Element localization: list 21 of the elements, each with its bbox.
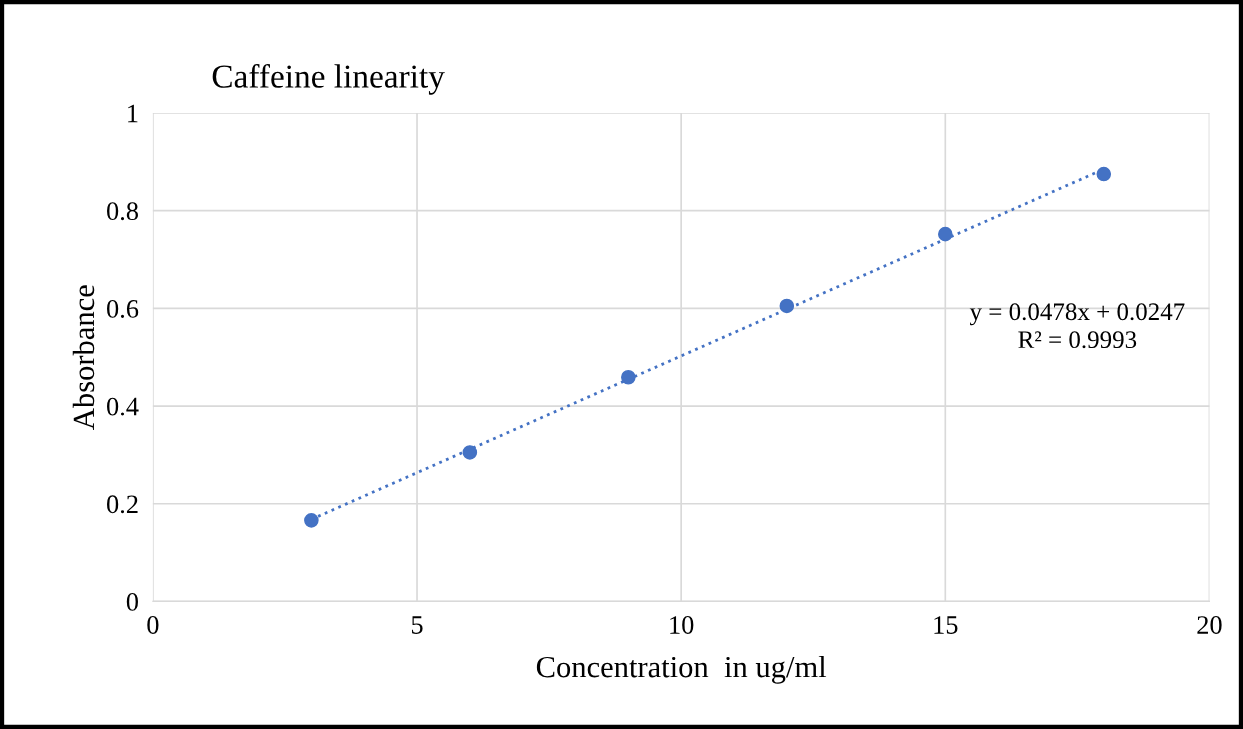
y-tick-label: 0 [126, 593, 138, 611]
x-tick-label: 15 [934, 616, 958, 634]
x-axis-title: Concentration in ug/ml [536, 655, 827, 684]
point [1096, 166, 1112, 182]
point [621, 369, 636, 385]
x-tick-label: 5 [411, 616, 423, 634]
chart-title: Caffeine linearity [212, 64, 445, 95]
annotation: y = 0.0478x + 0.0247 R² = 0.9993 [969, 303, 1185, 349]
point [779, 298, 795, 314]
point [304, 513, 319, 528]
x-tick-label: 0 [147, 616, 159, 634]
y-tick-label: 0.6 [107, 299, 139, 318]
y-tick-label: 0.8 [107, 202, 138, 221]
y-tick-label: 0.2 [107, 495, 138, 514]
x-tick-label: 10 [670, 616, 694, 634]
y-tick-label: 0.4 [107, 397, 139, 416]
point [938, 226, 953, 242]
y-tick-label: 1 [128, 104, 138, 123]
y-axis-title: Absorbance [72, 285, 95, 430]
point [462, 445, 478, 460]
x-tick-label: 20 [1197, 616, 1222, 634]
